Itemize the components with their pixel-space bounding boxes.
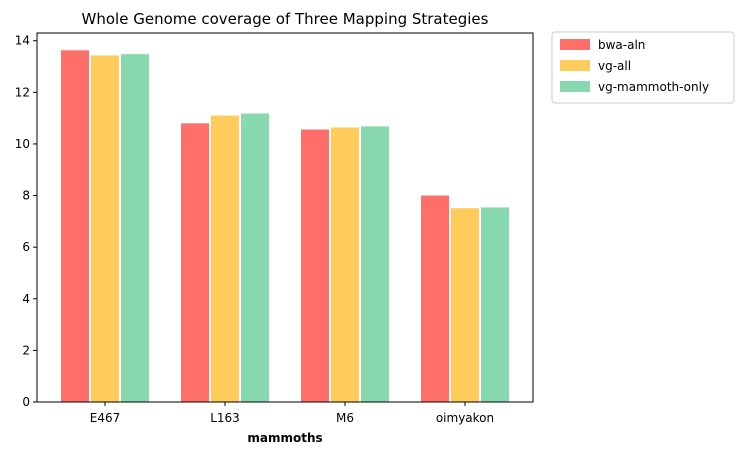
legend: bwa-aln vg-all vg-mammoth-only [551,31,735,104]
y-tick-label: 4 [22,292,30,306]
bar-vg-mammoth-only-M6 [360,125,390,403]
bar-vg-all-E467 [90,54,120,403]
y-tick-label: 2 [22,343,30,357]
legend-box [551,31,735,104]
x-tick-label: E467 [90,411,121,425]
x-tick-label: L163 [210,411,240,425]
bar-vg-mammoth-only-L163 [240,112,270,403]
bar-vg-mammoth-only-E467 [120,53,150,403]
y-tick-label: 0 [22,395,30,409]
legend-label-vg-mammoth-only: vg-mammoth-only [598,80,709,94]
x-axis: E467 L163 M6 oimyakon [90,402,494,425]
x-tick-label: oimyakon [436,411,494,425]
legend-swatch-vg-mammoth-only [560,81,590,92]
legend-swatch-bwa-aln [560,39,590,50]
y-tick-label: 6 [22,240,30,254]
bar-vg-all-M6 [330,126,360,403]
plot-frame [36,32,534,403]
x-axis-label: mammoths [247,431,322,445]
bar-bwa-aln-E467 [60,49,90,403]
bars-group [60,49,510,403]
y-tick-label: 12 [15,85,30,99]
y-tick-label: 14 [15,34,30,48]
chart-title: Whole Genome coverage of Three Mapping S… [82,10,489,28]
y-tick-label: 10 [15,137,30,151]
bar-vg-mammoth-only-oimyakon [480,206,510,403]
bar-vg-all-L163 [210,114,240,403]
bar-bwa-aln-L163 [180,122,210,403]
legend-label-vg-all: vg-all [598,59,631,73]
bar-bwa-aln-M6 [300,128,330,403]
bar-bwa-aln-oimyakon [420,194,450,403]
x-tick-label: M6 [336,411,354,425]
legend-label-bwa-aln: bwa-aln [598,38,645,52]
legend-swatch-vg-all [560,60,590,71]
bar-vg-all-oimyakon [450,207,480,403]
y-tick-label: 8 [22,189,30,203]
y-axis: 0 2 4 6 8 10 12 14 [15,34,37,409]
